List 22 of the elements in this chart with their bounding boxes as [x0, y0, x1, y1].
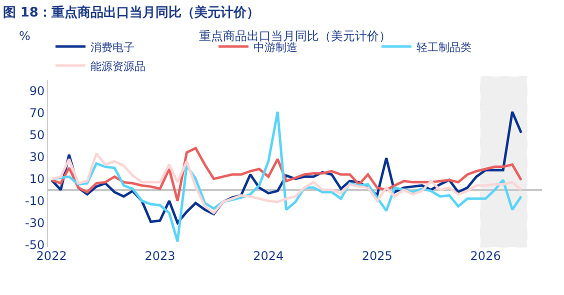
- x-tick-label: 2022: [36, 249, 67, 263]
- y-tick-label: 90: [29, 84, 45, 98]
- y-tick-label: 10: [29, 172, 45, 186]
- y-tick-label: -50: [24, 238, 45, 252]
- y-tick-label: 30: [29, 150, 45, 164]
- legend-label: 能源资源品: [90, 60, 146, 73]
- x-tick-label: 2024: [253, 249, 284, 263]
- x-tick-label: 2026: [470, 249, 501, 263]
- legend-label: 轻工制品类: [416, 40, 472, 54]
- y-tick-label: -30: [24, 216, 45, 230]
- y-tick-label: -10: [24, 194, 45, 208]
- y-tick-label: 50: [29, 128, 45, 142]
- y-axis-title: %: [19, 29, 30, 43]
- y-tick-label: 70: [29, 106, 45, 120]
- legend-label: 消费电子: [90, 40, 134, 54]
- chart-subtitle: 重点商品出口当月同比（美元计价）: [199, 29, 391, 43]
- x-tick-label: 2025: [362, 249, 392, 263]
- line-series: [50, 152, 522, 214]
- chart-title: 图 18：重点商品出口当月同比（美元计价）: [2, 4, 260, 20]
- legend-label: 中游制造: [254, 40, 298, 54]
- line-series: [50, 146, 522, 202]
- x-tick-label: 2023: [144, 249, 176, 263]
